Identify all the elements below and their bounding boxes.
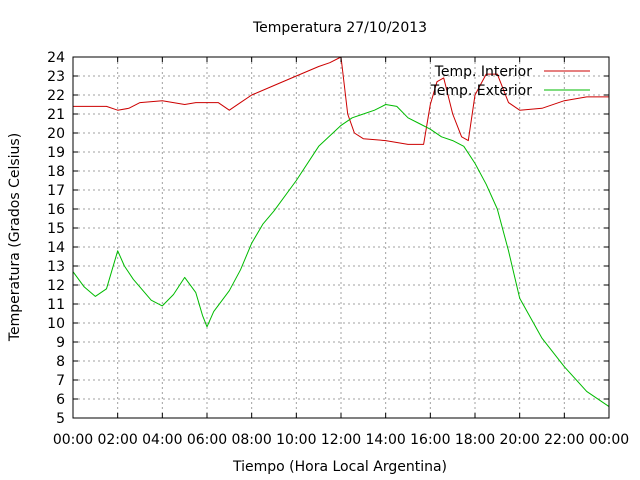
x-tick-label: 20:00: [499, 432, 539, 448]
y-tick-label: 12: [47, 278, 65, 294]
x-tick-label: 08:00: [231, 432, 271, 448]
y-tick-label: 13: [47, 259, 65, 275]
y-tick-label: 19: [47, 145, 65, 161]
y-tick-label: 16: [47, 202, 65, 218]
x-tick-label: 16:00: [410, 432, 450, 448]
legend-label-interior: Temp. Interior: [434, 64, 533, 80]
x-tick-label: 06:00: [187, 432, 227, 448]
series-line-exterior: [72, 104, 610, 408]
x-tick-label: 00:00: [589, 432, 629, 448]
chart-title: Temperatura 27/10/2013: [252, 20, 427, 36]
y-tick-label: 23: [47, 69, 65, 85]
y-tick-label: 7: [56, 373, 65, 389]
x-tick-label: 10:00: [276, 432, 316, 448]
y-tick-label: 8: [56, 354, 65, 370]
y-tick-label: 24: [47, 50, 65, 66]
x-tick-label: 14:00: [365, 432, 405, 448]
x-tick-label: 04:00: [142, 432, 182, 448]
y-tick-label: 14: [47, 240, 65, 256]
y-tick-label: 11: [47, 297, 65, 313]
y-tick-label: 6: [56, 392, 65, 408]
y-tick-label: 18: [47, 164, 65, 180]
y-tick-label: 10: [47, 316, 65, 332]
legend-label-exterior: Temp. Exterior: [430, 83, 533, 99]
series-lines: [72, 56, 610, 408]
y-tick-label: 21: [47, 107, 65, 123]
grid: [73, 57, 609, 418]
x-tick-label: 22:00: [544, 432, 584, 448]
series-line-interior: [73, 56, 609, 145]
x-tick-label: 00:00: [53, 432, 93, 448]
y-tick-label: 15: [47, 221, 65, 237]
x-tick-label: 12:00: [321, 432, 361, 448]
y-tick-label: 5: [56, 411, 65, 427]
axis-ticks: 5 6 7 8 9 10 11 12 13 14 15 16 17 18 19 20 21 22 23 24 00:00…: [47, 50, 629, 448]
x-axis-label: Tiempo (Hora Local Argentina): [232, 459, 447, 475]
x-tick-label: 02:00: [97, 432, 137, 448]
y-axis-label: Temperatura (Grados Celsius): [7, 133, 23, 342]
y-tick-label: 22: [47, 88, 65, 104]
y-tick-label: 9: [56, 335, 65, 351]
legend: Temp. Interior Temp. Exterior: [430, 64, 590, 99]
x-tick-label: 18:00: [455, 432, 495, 448]
y-tick-label: 20: [47, 126, 65, 142]
y-tick-label: 17: [47, 183, 65, 199]
